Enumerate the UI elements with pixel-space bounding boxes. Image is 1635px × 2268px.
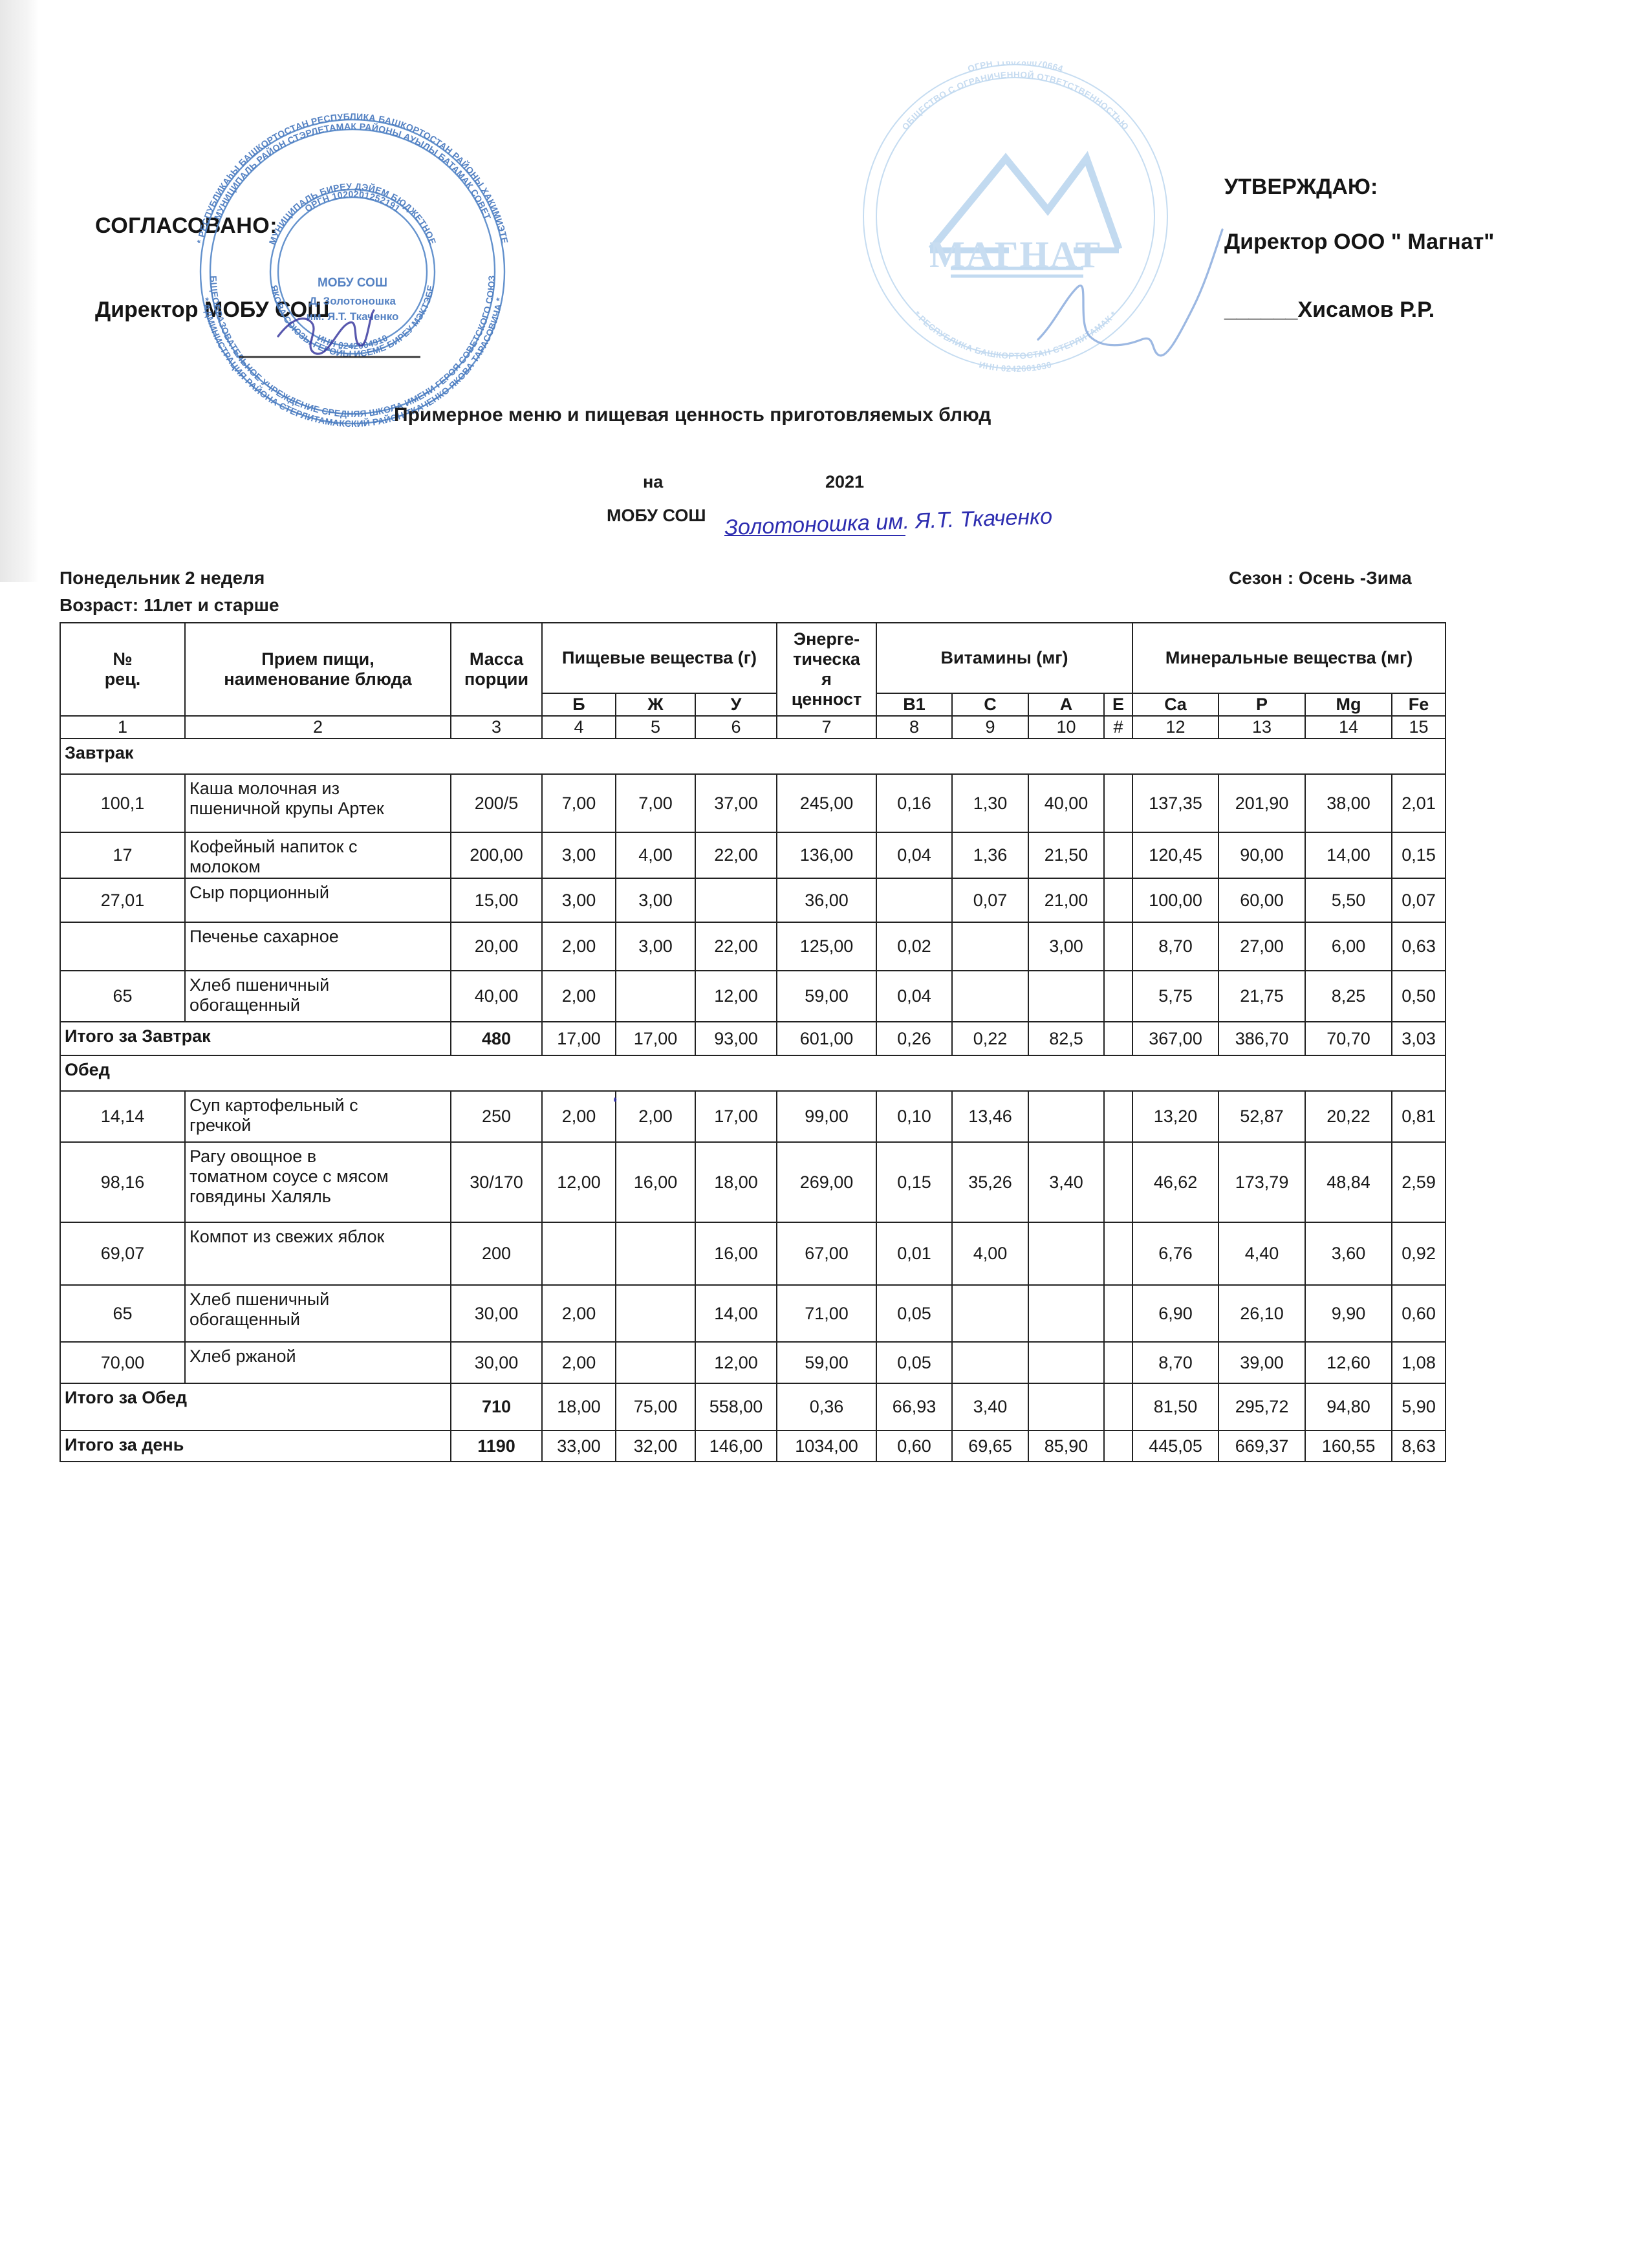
svg-text:Д. Золотоношка: Д. Золотоношка [309,295,396,307]
svg-text:МУНИЦИПАЛЬ РАЙОН СТЭРЛЕТАМАК Р: МУНИЦИПАЛЬ РАЙОН СТЭРЛЕТАМАК РАЙОНЫ АУЫЛ… [212,121,493,221]
svg-text:Золотоношка им. Я.Т. Ткаченко: Золотоношка им. Я.Т. Ткаченко [724,504,1053,541]
svg-text:им. Я.Т. Ткаченко: им. Я.Т. Ткаченко [307,310,399,323]
svg-text:ОБЩЕСТВО С ОГРАНИЧЕННОЙ ОТВЕТС: ОБЩЕСТВО С ОГРАНИЧЕННОЙ ОТВЕТСТВЕННОСТЬЮ [900,70,1131,132]
svg-text:МОБУ СОШ: МОБУ СОШ [318,276,387,290]
